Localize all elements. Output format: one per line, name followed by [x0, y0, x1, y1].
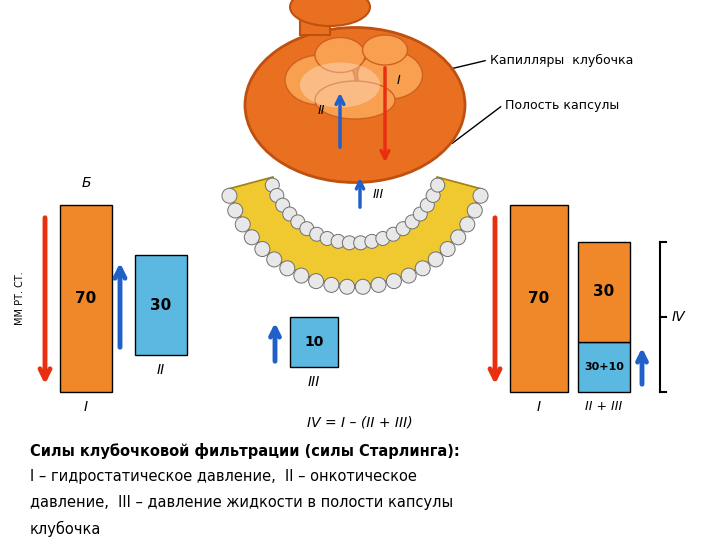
Circle shape: [310, 227, 324, 241]
FancyBboxPatch shape: [300, 0, 330, 35]
Circle shape: [371, 278, 386, 292]
Wedge shape: [230, 177, 480, 285]
Ellipse shape: [362, 35, 408, 65]
Ellipse shape: [300, 63, 380, 107]
Bar: [578, 242, 630, 342]
Text: I: I: [537, 400, 541, 414]
Circle shape: [266, 252, 282, 267]
Bar: [510, 205, 568, 392]
Circle shape: [283, 207, 297, 221]
Text: IV = I – (II + III): IV = I – (II + III): [307, 415, 413, 429]
Circle shape: [365, 234, 379, 248]
Circle shape: [228, 203, 243, 218]
Circle shape: [255, 241, 270, 256]
Circle shape: [291, 215, 305, 229]
Ellipse shape: [290, 0, 370, 26]
Text: давление,  III – давление жидкости в полости капсулы: давление, III – давление жидкости в поло…: [30, 495, 453, 510]
Text: II: II: [157, 363, 165, 377]
Circle shape: [331, 234, 345, 248]
Text: 30: 30: [150, 298, 171, 313]
Bar: [290, 317, 338, 367]
Bar: [578, 342, 630, 392]
Ellipse shape: [245, 28, 465, 183]
Circle shape: [460, 217, 474, 232]
Text: II + III: II + III: [585, 400, 623, 413]
Circle shape: [413, 207, 427, 221]
Circle shape: [324, 278, 339, 292]
Circle shape: [342, 236, 356, 250]
Circle shape: [340, 279, 355, 294]
Text: 70: 70: [76, 291, 96, 306]
Ellipse shape: [315, 81, 395, 119]
Ellipse shape: [315, 37, 365, 72]
Circle shape: [300, 222, 314, 235]
Text: Полость капсулы: Полость капсулы: [505, 98, 619, 111]
Circle shape: [426, 188, 440, 202]
Circle shape: [280, 261, 294, 276]
Text: IV: IV: [672, 310, 685, 324]
Ellipse shape: [358, 51, 423, 99]
Circle shape: [431, 178, 445, 192]
Text: I: I: [84, 400, 88, 414]
Circle shape: [473, 188, 488, 203]
Circle shape: [387, 227, 400, 241]
Ellipse shape: [285, 55, 355, 105]
Circle shape: [401, 268, 416, 283]
Circle shape: [294, 268, 309, 283]
Circle shape: [270, 188, 284, 202]
Text: Капилляры  клубочка: Капилляры клубочка: [490, 53, 634, 66]
Text: I – гидростатическое давление,  II – онкотическое: I – гидростатическое давление, II – онко…: [30, 469, 417, 484]
Circle shape: [420, 198, 434, 212]
Text: Б: Б: [81, 176, 91, 190]
Text: 10: 10: [305, 335, 324, 349]
Circle shape: [244, 230, 259, 245]
Circle shape: [451, 230, 466, 245]
Text: II: II: [318, 104, 325, 117]
Circle shape: [396, 222, 410, 235]
Circle shape: [387, 274, 402, 289]
Text: III: III: [373, 188, 384, 201]
Text: III: III: [308, 375, 320, 389]
Circle shape: [440, 241, 455, 256]
Text: ММ РТ. СТ.: ММ РТ. СТ.: [15, 272, 25, 326]
Circle shape: [320, 232, 334, 246]
Circle shape: [309, 274, 323, 289]
Circle shape: [405, 215, 419, 229]
Bar: [60, 205, 112, 392]
Circle shape: [376, 232, 390, 246]
Text: клубочка: клубочка: [30, 521, 102, 537]
Circle shape: [428, 252, 444, 267]
Text: I: I: [397, 73, 401, 86]
Circle shape: [235, 217, 251, 232]
Circle shape: [356, 279, 370, 294]
Circle shape: [415, 261, 431, 276]
Circle shape: [467, 203, 482, 218]
Text: 30: 30: [593, 285, 615, 300]
Circle shape: [265, 178, 279, 192]
Text: 70: 70: [528, 291, 549, 306]
Text: Силы клубочковой фильтрации (силы Старлинга):: Силы клубочковой фильтрации (силы Старли…: [30, 443, 460, 459]
Circle shape: [222, 188, 237, 203]
Circle shape: [276, 198, 289, 212]
Text: 30+10: 30+10: [584, 362, 624, 372]
Circle shape: [354, 236, 368, 250]
Bar: [135, 255, 187, 355]
